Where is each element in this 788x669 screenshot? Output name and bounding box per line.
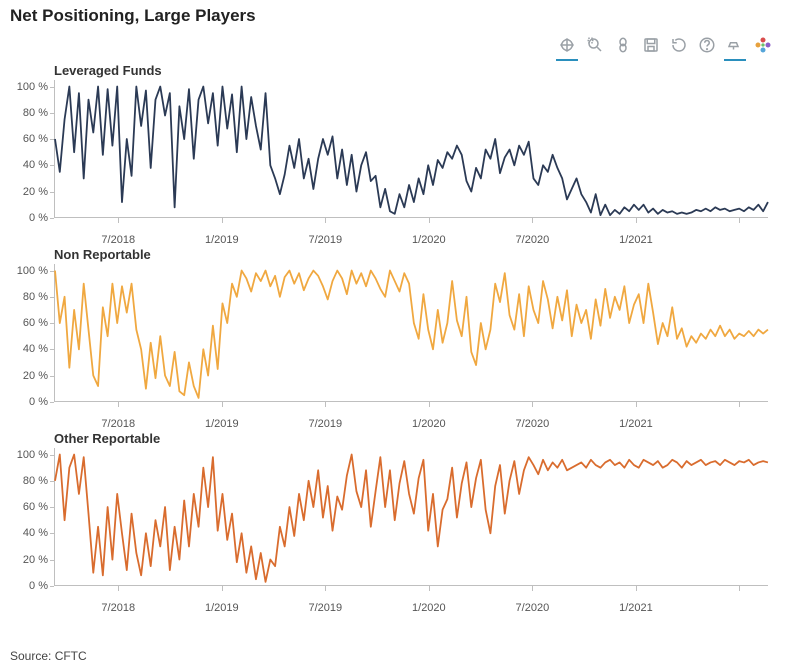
x-tick-label: 1/2021 — [619, 602, 653, 614]
x-tick-label: 1/2021 — [619, 234, 653, 246]
y-tick-label: 0 % — [29, 396, 50, 408]
y-tick-label: 80 % — [23, 475, 50, 487]
x-tick-label: 1/2019 — [205, 602, 239, 614]
panel-title: Other Reportable — [54, 431, 160, 446]
y-tick-label: 40 % — [23, 527, 50, 539]
y-tick-label: 100 % — [17, 265, 50, 277]
series-line — [55, 80, 768, 218]
x-tick-label: 7/2018 — [101, 602, 135, 614]
panel-title: Non Reportable — [54, 247, 151, 262]
y-tick-label: 60 % — [23, 317, 50, 329]
y-tick-label: 20 % — [23, 370, 50, 382]
x-tick-label: 7/2020 — [516, 602, 550, 614]
plot-area[interactable] — [54, 264, 768, 402]
plot-area[interactable] — [54, 80, 768, 218]
bokeh-logo[interactable] — [750, 32, 776, 58]
y-tick-label: 60 % — [23, 133, 50, 145]
y-tick-label: 20 % — [23, 186, 50, 198]
x-tick-label: 1/2020 — [412, 418, 446, 430]
chart-panel: Other Reportable 0 % 20 % 40 % 60 % 80 % 100 %… — [10, 432, 778, 612]
x-tick-label: 7/2019 — [308, 602, 342, 614]
toolbar — [554, 32, 776, 58]
y-tick-label: 0 % — [29, 580, 50, 592]
x-tick-label: 7/2018 — [101, 418, 135, 430]
boxzoom-icon[interactable] — [582, 32, 608, 58]
x-tick-label: 1/2019 — [205, 418, 239, 430]
y-tick-label: 80 % — [23, 291, 50, 303]
source-text: Source: CFTC — [10, 649, 87, 663]
x-tick-label: 1/2019 — [205, 234, 239, 246]
y-tick-label: 40 % — [23, 343, 50, 355]
save-icon[interactable] — [638, 32, 664, 58]
panel-title: Leveraged Funds — [54, 63, 162, 78]
y-tick-label: 100 % — [17, 449, 50, 461]
x-tick-label: 1/2020 — [412, 602, 446, 614]
y-tick-label: 60 % — [23, 501, 50, 513]
series-line — [55, 264, 768, 402]
x-tick-label: 7/2019 — [308, 234, 342, 246]
reset-icon[interactable] — [666, 32, 692, 58]
chart-panel: Non Reportable 0 % 20 % 40 % 60 % 80 % 100 % 7/… — [10, 248, 778, 428]
x-tick-label: 1/2021 — [619, 418, 653, 430]
series-line — [55, 448, 768, 586]
x-tick-label: 7/2018 — [101, 234, 135, 246]
hover-icon[interactable] — [722, 32, 748, 58]
pan-icon[interactable] — [554, 32, 580, 58]
y-tick-label: 0 % — [29, 212, 50, 224]
y-tick-label: 80 % — [23, 107, 50, 119]
x-tick-label: 7/2019 — [308, 418, 342, 430]
chart-panel: Leveraged Funds 0 % 20 % 40 % 60 % 80 % 100 % 7… — [10, 64, 778, 244]
x-tick-label: 1/2020 — [412, 234, 446, 246]
x-tick-label: 7/2020 — [516, 234, 550, 246]
y-tick-label: 20 % — [23, 554, 50, 566]
help-icon[interactable] — [694, 32, 720, 58]
x-tick-label: 7/2020 — [516, 418, 550, 430]
y-tick-label: 40 % — [23, 159, 50, 171]
plot-area[interactable] — [54, 448, 768, 586]
page-title: Net Positioning, Large Players — [10, 6, 256, 26]
y-tick-label: 100 % — [17, 81, 50, 93]
wheelzoom-icon[interactable] — [610, 32, 636, 58]
